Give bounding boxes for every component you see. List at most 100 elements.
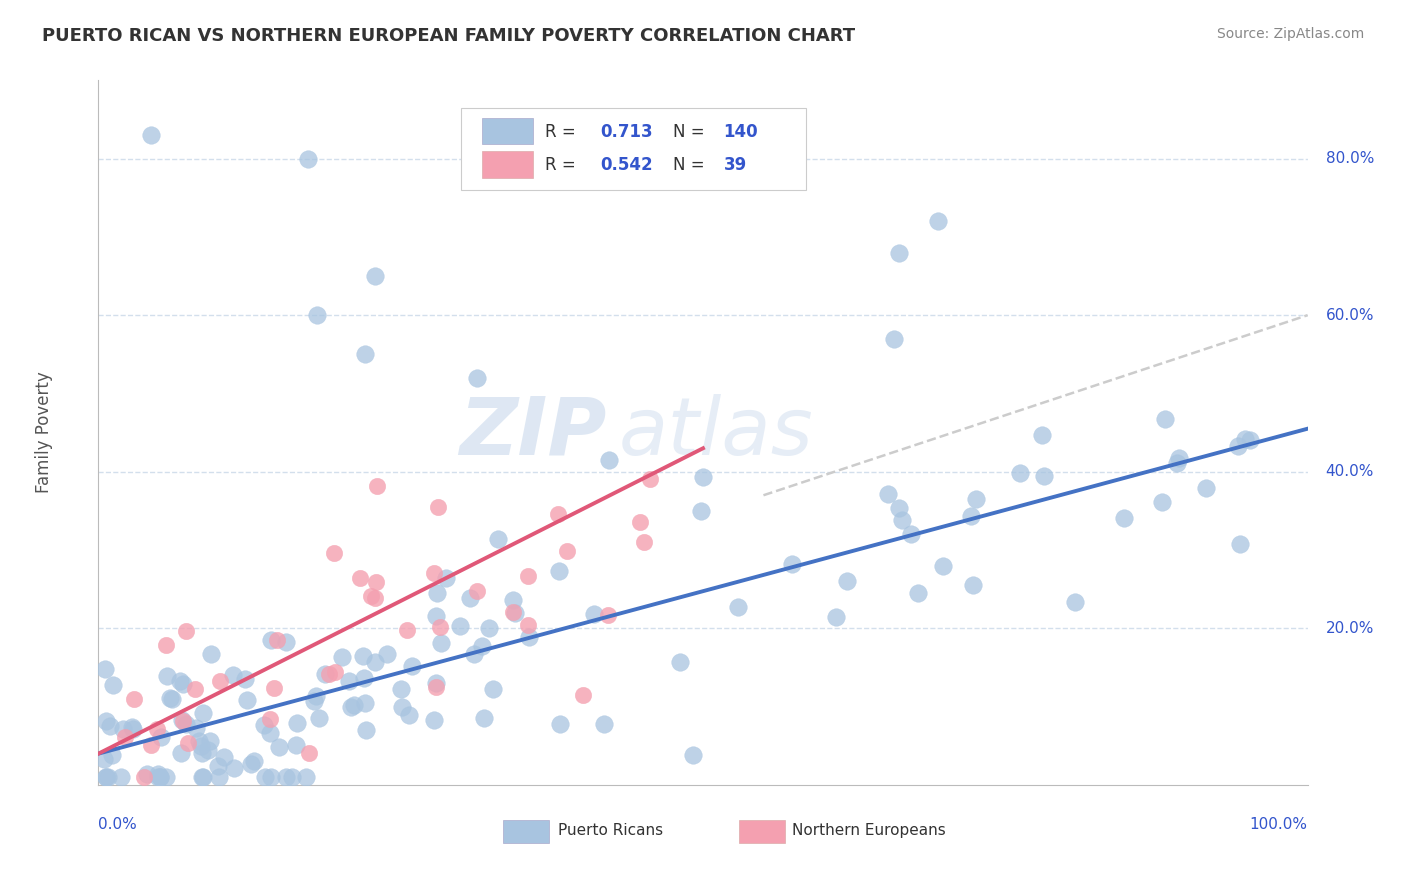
Text: 0.0%: 0.0% [98,817,138,831]
Point [482,682,505,697]
Point [190,770,212,784]
FancyBboxPatch shape [740,821,785,844]
Point [690,504,713,518]
Point [1154,411,1177,425]
Point [253,718,276,732]
Point [890,512,912,526]
Point [259,712,281,726]
Point [1195,482,1218,496]
Point [352,649,374,664]
Point [162,692,184,706]
Point [583,607,606,622]
Point [960,509,983,524]
Point [633,535,655,549]
Point [692,470,714,484]
Text: R =: R = [544,156,581,174]
Point [259,726,281,740]
Point [305,690,328,704]
Point [305,308,328,322]
Point [548,717,571,731]
Point [132,770,155,784]
Text: N =: N = [672,123,710,141]
Point [240,756,263,771]
Point [1008,466,1031,480]
Point [224,761,246,775]
Point [169,674,191,689]
Point [172,714,194,728]
Point [266,633,288,648]
Text: 20.0%: 20.0% [1326,621,1374,636]
Point [170,746,193,760]
Point [285,716,308,731]
Point [260,633,283,648]
Point [502,605,524,619]
Point [280,770,302,784]
Point [900,527,922,541]
Point [337,673,360,688]
Point [285,738,308,752]
Point [425,609,447,624]
Point [94,714,117,728]
Point [207,758,229,772]
Point [375,647,398,661]
Point [1152,494,1174,508]
Point [458,591,481,606]
Point [148,766,170,780]
Point [1239,434,1261,448]
Text: PUERTO RICAN VS NORTHERN EUROPEAN FAMILY POVERTY CORRELATION CHART: PUERTO RICAN VS NORTHERN EUROPEAN FAMILY… [42,27,855,45]
Text: 40.0%: 40.0% [1326,464,1374,479]
Point [149,770,172,784]
Point [146,770,169,784]
Point [297,152,319,166]
Point [425,681,447,695]
Point [121,720,143,734]
Point [149,770,172,784]
Point [962,578,984,592]
Point [628,515,651,529]
Point [122,723,145,737]
Point [208,673,231,688]
Point [471,639,494,653]
Point [330,650,353,665]
Point [669,656,692,670]
Point [366,479,388,493]
Point [682,748,704,763]
Point [349,571,371,585]
Point [314,667,336,681]
Point [200,647,222,661]
Point [360,589,382,603]
Point [274,635,297,649]
FancyBboxPatch shape [482,151,533,178]
Point [100,718,122,732]
Text: 60.0%: 60.0% [1326,308,1374,323]
Point [517,569,540,583]
Point [156,668,179,682]
Text: 80.0%: 80.0% [1326,151,1374,166]
Point [155,638,177,652]
Point [136,767,159,781]
Point [174,624,197,638]
Point [389,682,412,697]
Point [260,770,283,784]
Point [449,619,471,633]
Text: 39: 39 [724,156,747,174]
Point [243,755,266,769]
Point [1227,439,1250,453]
Point [254,770,277,784]
Point [302,694,325,708]
Point [235,673,257,687]
Point [486,532,509,546]
Point [188,734,211,748]
FancyBboxPatch shape [461,109,806,189]
Point [517,630,540,644]
Point [364,591,387,605]
Point [598,608,620,623]
Point [208,770,231,784]
Point [907,586,929,600]
Point [176,717,198,731]
Text: 100.0%: 100.0% [1250,817,1308,831]
Point [598,453,620,467]
Point [197,743,219,757]
Point [274,770,297,784]
Point [103,677,125,691]
